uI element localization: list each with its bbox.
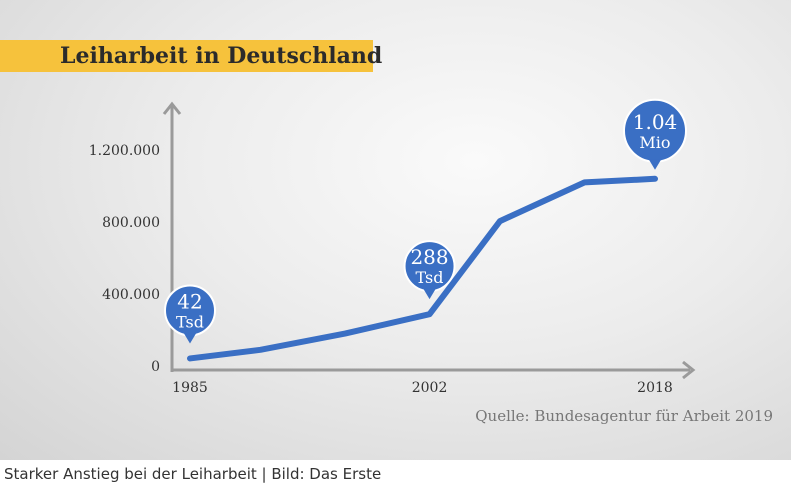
chart-title: Leiharbeit in Deutschland	[60, 43, 383, 69]
x-axis-arrow-icon	[682, 360, 696, 380]
x-tick-label: 2002	[412, 380, 448, 396]
source-note: Quelle: Bundesagentur für Arbeit 2019	[475, 407, 773, 425]
image-caption: Starker Anstieg bei der Leiharbeit | Bil…	[0, 460, 791, 488]
y-tick-label: 1.200.000	[89, 143, 160, 159]
x-tick-label: 1985	[172, 380, 208, 396]
title-band	[0, 40, 373, 72]
bubble-unit: Mio	[639, 133, 670, 152]
y-tick-label: 0	[151, 359, 160, 375]
bubble-unit: Tsd	[176, 312, 204, 331]
series-line	[187, 175, 658, 362]
bubble-value: 288	[410, 245, 448, 269]
y-tick-label: 400.000	[102, 287, 160, 303]
x-tick-label: 2018	[637, 380, 673, 396]
chart-graphic: Leiharbeit in Deutschland 0 400.000 800.00…	[0, 0, 791, 460]
y-tick-label: 800.000	[102, 215, 160, 231]
y-axis-arrow-icon	[162, 101, 182, 115]
bubble-unit: Tsd	[416, 268, 444, 287]
bubble-value: 1.04	[633, 110, 678, 134]
bubble-value: 42	[177, 289, 202, 313]
